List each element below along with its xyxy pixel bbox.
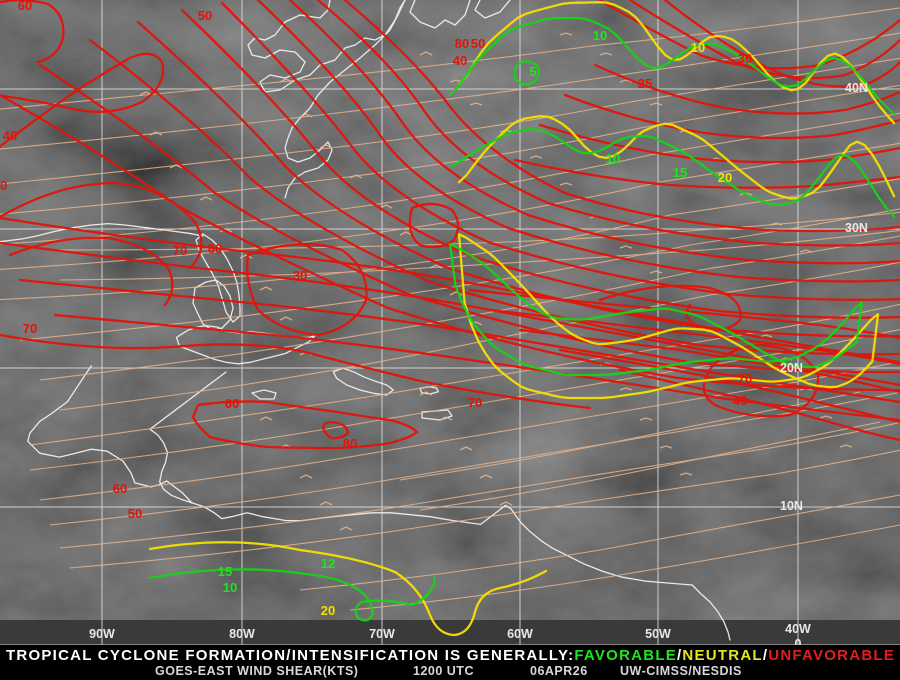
svg-text:40W: 40W <box>785 622 811 636</box>
svg-text:40: 40 <box>733 393 747 408</box>
svg-text:10: 10 <box>691 40 705 55</box>
svg-text:50W: 50W <box>645 627 671 641</box>
svg-text:40: 40 <box>453 53 467 68</box>
svg-text:70: 70 <box>0 178 7 193</box>
svg-text:50: 50 <box>471 36 485 51</box>
svg-text:15: 15 <box>218 564 232 579</box>
svg-text:70: 70 <box>23 321 37 336</box>
svg-text:20: 20 <box>718 170 732 185</box>
svg-text:80: 80 <box>208 241 222 256</box>
svg-text:60: 60 <box>113 481 127 496</box>
svg-text:25: 25 <box>638 76 652 91</box>
svg-text:70W: 70W <box>369 627 395 641</box>
svg-text:GOES-EAST WIND SHEAR(KTS): GOES-EAST WIND SHEAR(KTS) <box>155 664 358 678</box>
svg-text:20N: 20N <box>780 361 803 375</box>
svg-text:50: 50 <box>128 506 142 521</box>
svg-text:10: 10 <box>223 580 237 595</box>
svg-text:40: 40 <box>3 128 17 143</box>
svg-text:30: 30 <box>293 268 307 283</box>
svg-text:30N: 30N <box>845 221 868 235</box>
svg-text:80: 80 <box>343 436 357 451</box>
svg-text:60: 60 <box>225 396 239 411</box>
svg-text:70: 70 <box>738 371 752 386</box>
svg-text:UW-CIMSS/NESDIS: UW-CIMSS/NESDIS <box>620 664 742 678</box>
svg-text:10N: 10N <box>780 499 803 513</box>
svg-text:5: 5 <box>529 64 536 79</box>
svg-text:12: 12 <box>321 556 335 571</box>
svg-text:30: 30 <box>738 51 752 66</box>
svg-text:50: 50 <box>198 8 212 23</box>
svg-text:60: 60 <box>18 0 32 13</box>
svg-text:06APR26: 06APR26 <box>530 664 588 678</box>
svg-text:1200 UTC: 1200 UTC <box>413 664 474 678</box>
svg-text:15: 15 <box>673 165 687 180</box>
svg-text:10: 10 <box>593 28 607 43</box>
svg-text:70: 70 <box>173 243 187 258</box>
svg-text:40N: 40N <box>845 81 868 95</box>
svg-text:TROPICAL CYCLONE FORMATION/INT: TROPICAL CYCLONE FORMATION/INTENSIFICATI… <box>6 647 895 664</box>
svg-text:20: 20 <box>321 603 335 618</box>
svg-text:10: 10 <box>606 151 620 166</box>
svg-text:80W: 80W <box>229 627 255 641</box>
svg-text:80: 80 <box>455 36 469 51</box>
svg-text:90W: 90W <box>89 627 115 641</box>
svg-text:70: 70 <box>468 395 482 410</box>
svg-text:60W: 60W <box>507 627 533 641</box>
